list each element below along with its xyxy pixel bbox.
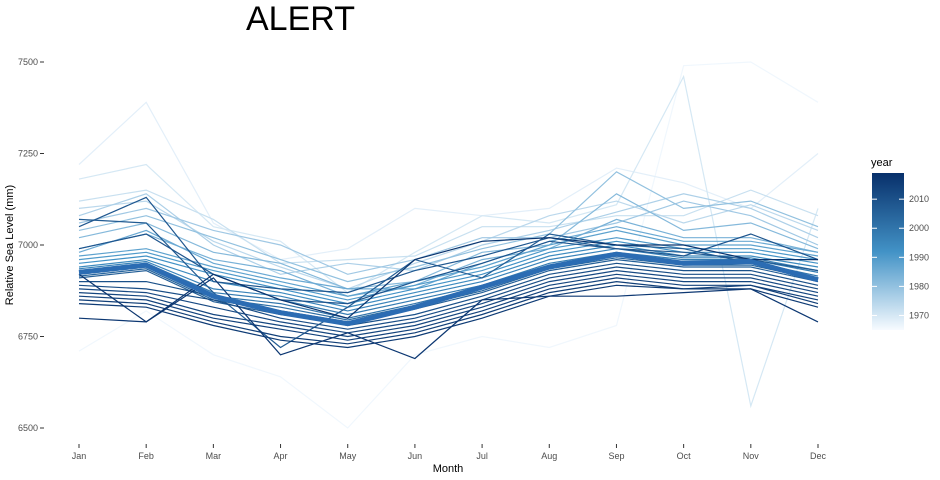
series-line-2014 (78, 277, 819, 341)
x-tick-label-may: May (339, 451, 357, 461)
y-axis: 6500 6750 7000 7250 7500 (18, 57, 44, 433)
series-line-1996 (78, 248, 819, 312)
chart-title: ALERT (246, 0, 355, 38)
series-line-2016 (78, 284, 819, 349)
x-tick-label-jul: Jul (476, 451, 488, 461)
legend-tick-label-2010: 2010 (909, 194, 929, 204)
legend-tick-label-1970: 1970 (909, 310, 929, 320)
series-line-1978 (78, 200, 819, 275)
y-tick-label-7250: 7250 (18, 149, 38, 159)
series-line-2017 (78, 277, 819, 360)
x-tick-label-jun: Jun (408, 451, 423, 461)
x-tick-label-dec: Dec (810, 451, 827, 461)
x-tick-label-aug: Aug (541, 451, 557, 461)
x-axis-label: Month (433, 463, 464, 475)
series-line-1994 (78, 244, 819, 308)
x-tick-label-nov: Nov (743, 451, 760, 461)
series-line-1998 (78, 251, 819, 316)
series-line-2006 (78, 258, 819, 325)
y-tick-label-6500: 6500 (18, 423, 38, 433)
y-tick-label-7000: 7000 (18, 240, 38, 250)
series-line-1970 (78, 74, 819, 409)
x-tick-label-feb: Feb (138, 451, 154, 461)
series-lines (78, 61, 819, 429)
y-tick-label-7500: 7500 (18, 57, 38, 67)
series-line-1982 (78, 193, 819, 290)
series-line-2007 (78, 218, 819, 349)
series-line-2011 (78, 266, 819, 330)
series-line-1972 (78, 189, 819, 264)
legend: year 1970 1980 1990 2000 2010 (871, 157, 929, 330)
series-line-1966 (78, 61, 819, 429)
x-tick-label-jan: Jan (72, 451, 87, 461)
series-line-1988 (78, 229, 819, 297)
x-tick-label-sep: Sep (608, 451, 624, 461)
legend-title: year (871, 157, 893, 169)
series-line-mean (78, 251, 819, 327)
series-line-2018 (78, 237, 818, 323)
y-axis-label: Relative Sea Level (mm) (4, 185, 16, 305)
series-line-2013 (78, 273, 819, 338)
legend-colorbar (872, 173, 904, 330)
y-tick-label-6750: 6750 (18, 332, 38, 342)
x-tick-label-apr: Apr (274, 451, 288, 461)
series-line-1980 (78, 171, 819, 283)
series-line-2009 (78, 233, 819, 305)
x-axis: Jan Feb Mar Apr May Jun Jul Aug Sep Oct Nov Dec (72, 444, 827, 461)
x-tick-label-oct: Oct (677, 451, 692, 461)
legend-tick-label-1990: 1990 (909, 252, 929, 262)
series-line-1986 (78, 226, 819, 290)
series-line-1968 (78, 101, 819, 261)
legend-ticks: 1970 1980 1990 2000 2010 (872, 194, 929, 320)
series-line-2012 (78, 269, 819, 334)
legend-tick-label-2000: 2000 (909, 223, 929, 233)
x-tick-label-mar: Mar (206, 451, 222, 461)
legend-tick-label-1980: 1980 (909, 281, 929, 291)
